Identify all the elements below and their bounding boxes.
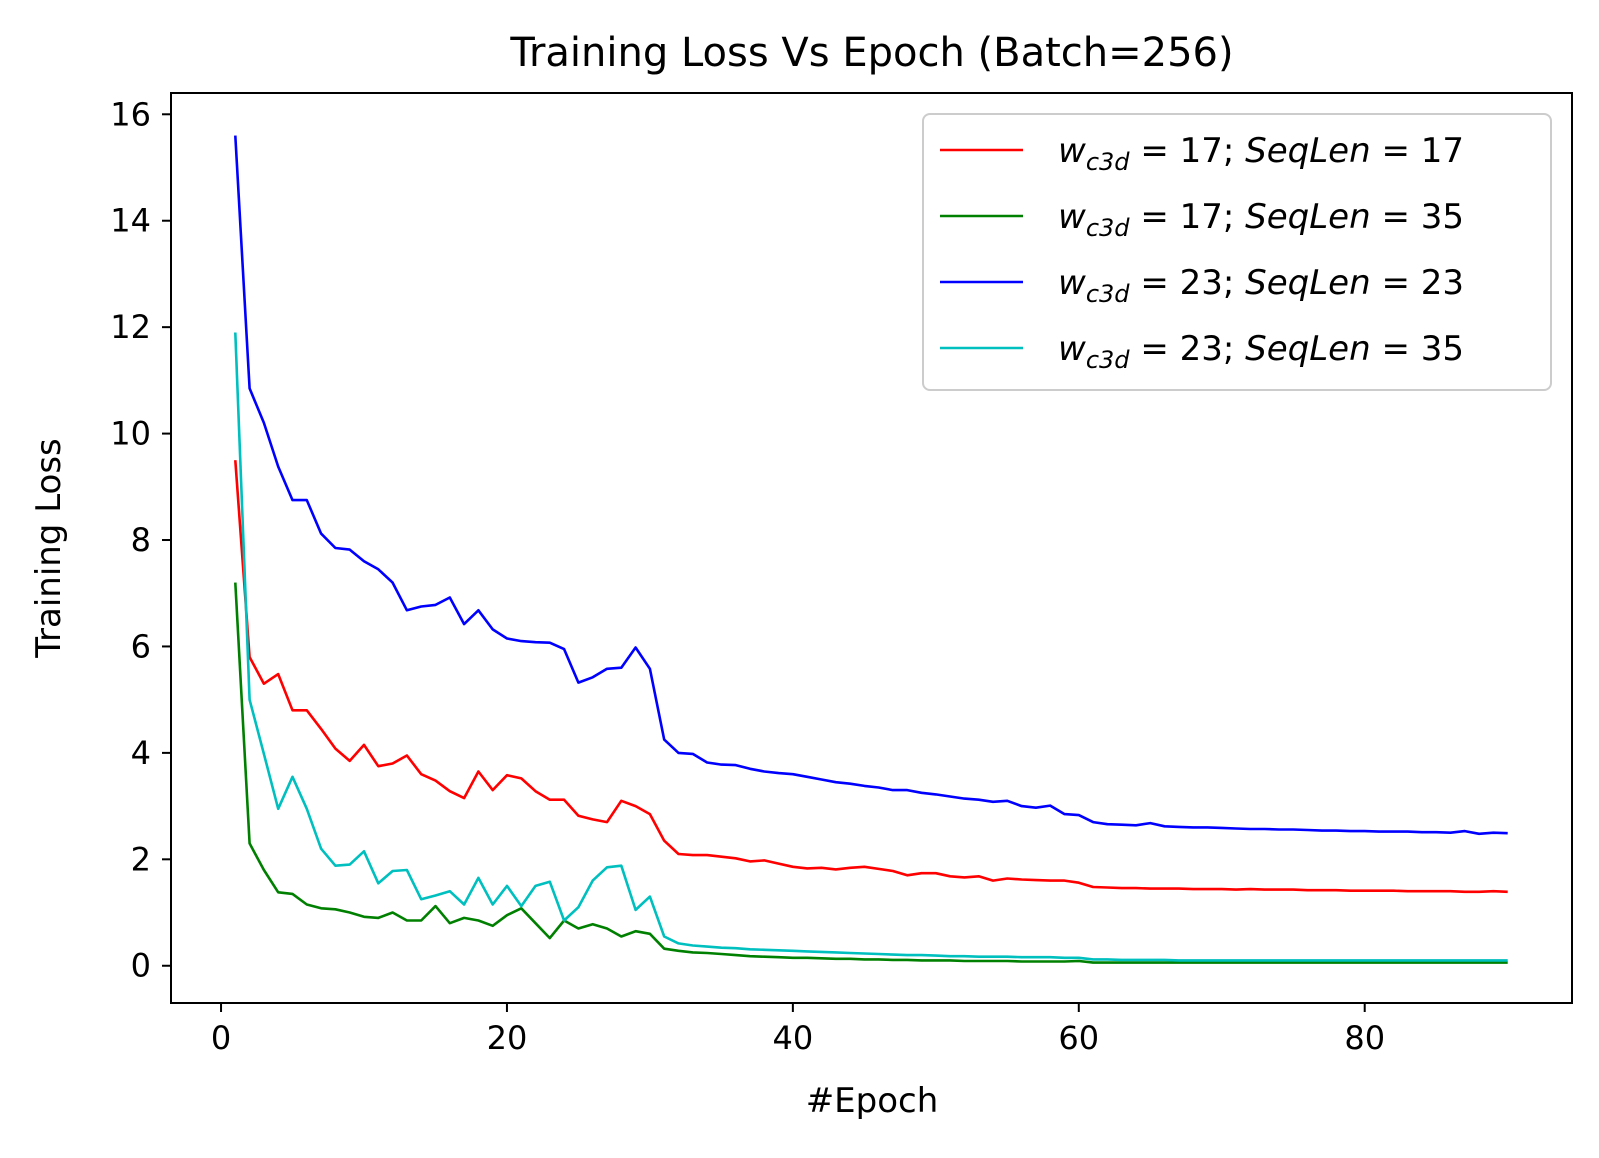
series-line-4 bbox=[234, 332, 1508, 962]
series-line-3 bbox=[234, 135, 1508, 836]
legend-label-3: wc3d = 23; SeqLen = 23 bbox=[1058, 263, 1464, 308]
chart-title: Training Loss Vs Epoch (Batch=256) bbox=[509, 30, 1233, 76]
legend-label-4: wc3d = 23; SeqLen = 35 bbox=[1058, 329, 1464, 374]
y-tick-label: 14 bbox=[110, 202, 151, 240]
y-tick-label: 4 bbox=[131, 734, 151, 772]
plot-frame bbox=[170, 92, 1573, 1004]
x-tick-label: 0 bbox=[211, 1019, 231, 1057]
y-tick-label: 16 bbox=[110, 95, 151, 133]
x-tick-label: 20 bbox=[487, 1019, 528, 1057]
legend-label-1: wc3d = 17; SeqLen = 17 bbox=[1058, 131, 1464, 176]
x-tick-label: 40 bbox=[773, 1019, 814, 1057]
legend: wc3d = 17; SeqLen = 17 wc3d = 17; SeqLen … bbox=[922, 113, 1552, 391]
series-layer bbox=[234, 135, 1508, 964]
legend-box bbox=[922, 113, 1552, 391]
x-axis-label: #Epoch bbox=[806, 1081, 939, 1121]
x-axis: 0 20 40 60 80 bbox=[211, 1003, 1385, 1057]
y-axis-label: Training Loss bbox=[29, 438, 69, 659]
y-tick-label: 0 bbox=[131, 947, 151, 985]
legend-label-2: wc3d = 17; SeqLen = 35 bbox=[1058, 197, 1464, 242]
y-tick-label: 2 bbox=[131, 840, 151, 878]
x-tick-label: 80 bbox=[1344, 1019, 1385, 1057]
y-tick-label: 12 bbox=[110, 308, 151, 346]
series-line-2 bbox=[234, 582, 1508, 964]
series-line-1 bbox=[234, 460, 1508, 894]
y-tick-label: 8 bbox=[131, 521, 151, 559]
y-tick-label: 6 bbox=[131, 627, 151, 665]
x-tick-label: 60 bbox=[1058, 1019, 1099, 1057]
y-tick-label: 10 bbox=[110, 415, 151, 453]
y-axis: 0 2 4 6 8 10 12 14 16 bbox=[110, 95, 171, 985]
